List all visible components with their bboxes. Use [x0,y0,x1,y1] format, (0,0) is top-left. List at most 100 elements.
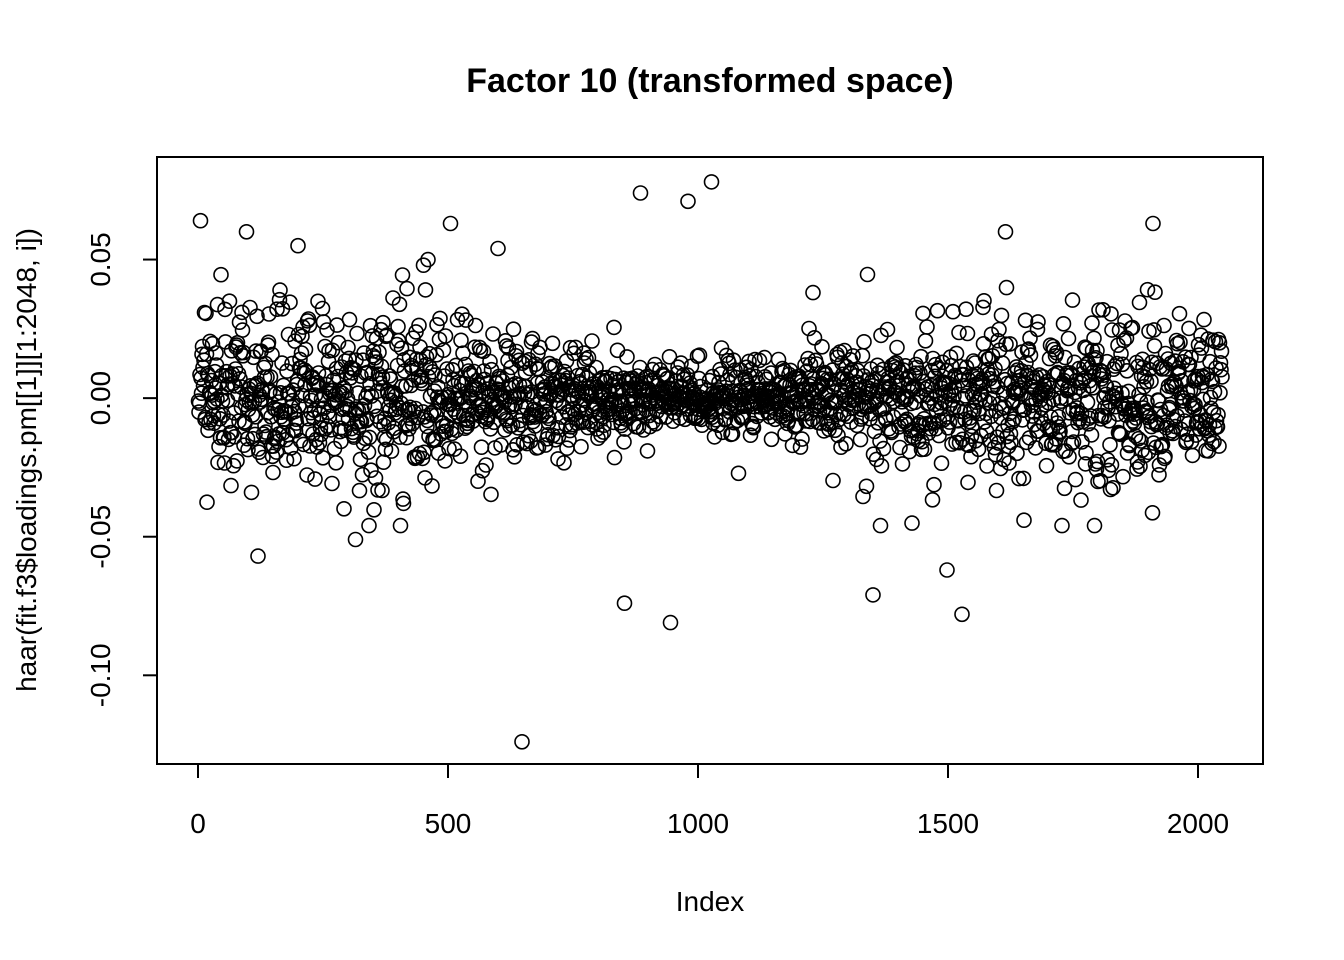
data-point [852,431,869,448]
data-point [274,355,290,371]
data-point [897,357,914,374]
data-point [340,339,356,356]
data-point [411,317,427,334]
data-point [1129,461,1145,477]
data-point [945,303,961,320]
data-point [1151,466,1167,483]
data-point [756,349,773,366]
data-point [904,515,920,531]
data-point [580,419,596,436]
data-point [423,407,440,423]
data-point [1029,321,1046,338]
data-point [269,301,285,318]
y-axis-label: haar(fit.f3$loadings.pm[[1]][1:2048, i]) [11,228,42,692]
data-point [420,368,437,385]
data-point [1171,305,1188,322]
data-point [987,446,1004,463]
data-point [814,338,830,355]
data-point [209,296,226,313]
data-point [1181,320,1197,337]
data-point [453,332,469,349]
data-point [1086,517,1103,534]
data-point [415,257,432,274]
data-point [1145,215,1161,232]
data-point [424,478,440,494]
data-point [505,441,521,458]
data-point [1052,423,1068,440]
data-point [1124,319,1141,336]
data-point [901,443,918,460]
data-point [470,473,486,490]
data-point [1013,386,1029,402]
data-point [367,470,384,486]
data-point [1022,347,1039,363]
data-point [368,354,384,370]
data-point [455,345,471,362]
data-point [1105,479,1121,496]
data-point [1139,281,1156,298]
data-point [1165,411,1182,428]
x-tick-label: 2000 [1167,808,1229,839]
data-point [1144,504,1161,521]
data-point [221,413,237,429]
data-point [616,595,633,612]
data-point [208,345,224,361]
data-point [366,501,382,518]
data-point [1084,342,1101,359]
data-point [1067,471,1084,488]
data-point [1181,356,1198,373]
data-point [376,429,393,446]
data-point [1132,458,1148,475]
y-tick-label: 0.00 [85,371,116,426]
data-point [763,431,780,448]
data-point [299,467,315,483]
data-point [1054,517,1070,534]
data-point [639,443,656,459]
data-point [1206,383,1223,400]
data-point [452,390,468,407]
data-point [988,482,1005,499]
data-point [567,339,584,356]
data-point [1079,394,1096,411]
data-point [354,466,371,483]
data-point [216,455,233,471]
data-point [619,349,635,365]
data-point [448,357,464,374]
data-point [1018,434,1035,451]
data-point [998,336,1014,353]
data-point [225,457,242,474]
data-point [264,346,280,363]
data-point [577,404,594,421]
data-point [319,322,335,338]
data-point [977,349,994,365]
data-point [556,454,572,471]
data-point [374,482,390,499]
x-tick-label: 1500 [917,808,979,839]
data-point [959,325,976,342]
data-point [401,349,418,366]
data-point [1088,461,1105,478]
data-point [374,369,391,385]
data-point [264,448,281,465]
data-point [975,335,992,352]
data-point [1030,314,1046,330]
data-point [970,441,987,458]
data-point [391,296,408,313]
data-point [946,387,962,404]
data-point [794,431,810,447]
data-point [1213,343,1230,360]
data-point [286,450,302,467]
data-point [1057,349,1073,366]
data-point [224,424,240,441]
data-point [1065,434,1082,450]
data-point [293,345,310,361]
data-point [875,440,892,457]
data-point [682,375,698,391]
data-point [958,301,974,318]
data-point [1097,377,1114,393]
data-point [499,367,516,384]
data-point [1102,481,1119,498]
data-point [919,319,935,335]
data-point [825,472,841,489]
data-point [1104,322,1120,338]
